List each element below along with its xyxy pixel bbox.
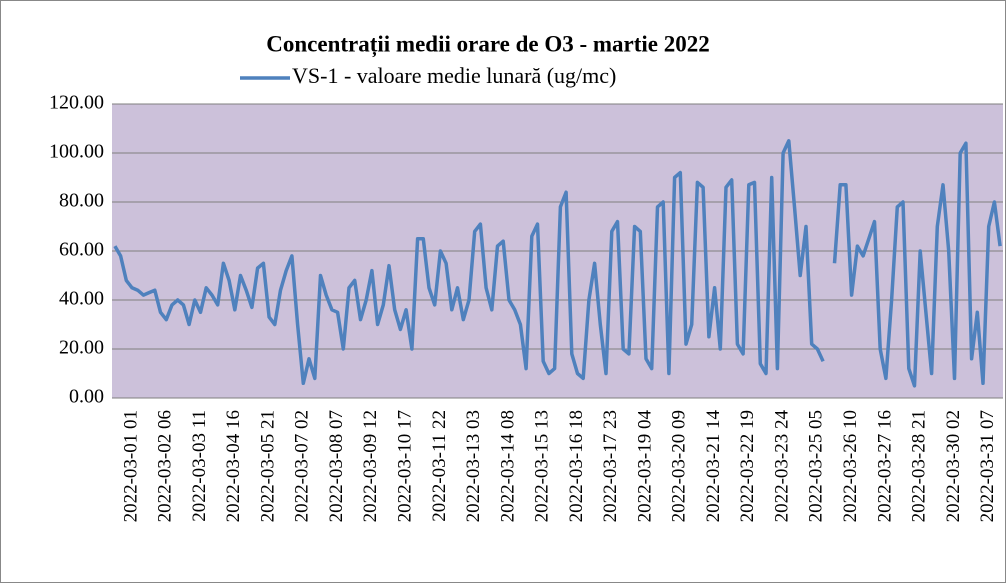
x-tick-label: 2022-03-02 06 — [155, 410, 176, 522]
x-tick-label: 2022-03-16 18 — [566, 410, 587, 522]
x-tick-label: 2022-03-26 10 — [840, 410, 861, 522]
y-tick-label: 100.00 — [49, 141, 104, 163]
x-tick-label: 2022-03-15 13 — [532, 410, 553, 522]
x-tick-label: 2022-03-17 23 — [600, 410, 621, 522]
x-tick-label: 2022-03-07 02 — [292, 410, 313, 522]
x-tick-label: 2022-03-22 19 — [737, 410, 758, 522]
x-tick-label: 2022-03-10 17 — [395, 410, 416, 522]
x-tick-label: 2022-03-30 02 — [943, 410, 964, 522]
x-tick-label: 2022-03-01 01 — [120, 410, 141, 522]
x-tick-label: 2022-03-04 16 — [223, 410, 244, 522]
x-tick-label: 2022-03-28 21 — [909, 410, 930, 522]
x-tick-label: 2022-03-19 04 — [634, 410, 655, 523]
chart-title: Concentrații medii orare de O3 - martie … — [266, 31, 710, 57]
x-tick-label: 2022-03-20 09 — [669, 410, 690, 522]
x-tick-label: 2022-03-23 24 — [771, 410, 792, 523]
x-tick-label: 2022-03-03 11 — [189, 410, 210, 522]
x-tick-label: 2022-03-05 21 — [257, 410, 278, 522]
legend-label: VS-1 - valoare medie lunară (ug/mc) — [292, 63, 616, 88]
x-tick-label: 2022-03-31 07 — [977, 410, 998, 522]
x-tick-label: 2022-03-21 14 — [703, 410, 724, 523]
y-tick-label: 20.00 — [59, 337, 104, 359]
x-tick-label: 2022-03-25 05 — [806, 410, 827, 522]
x-tick-label: 2022-03-13 03 — [463, 410, 484, 522]
y-tick-label: 80.00 — [59, 190, 104, 212]
x-tick-label: 2022-03-08 07 — [326, 410, 347, 522]
y-tick-label: 120.00 — [49, 92, 104, 114]
data-line — [113, 139, 1002, 388]
x-tick-label: 2022-03-11 22 — [429, 410, 450, 522]
x-tick-label: 2022-03-09 12 — [360, 410, 381, 522]
y-tick-label: 60.00 — [59, 239, 104, 261]
y-tick-label: 0.00 — [69, 386, 104, 408]
y-tick-label: 40.00 — [59, 288, 104, 310]
x-tick-label: 2022-03-14 08 — [497, 410, 518, 522]
x-tick-label: 2022-03-27 16 — [874, 410, 895, 522]
